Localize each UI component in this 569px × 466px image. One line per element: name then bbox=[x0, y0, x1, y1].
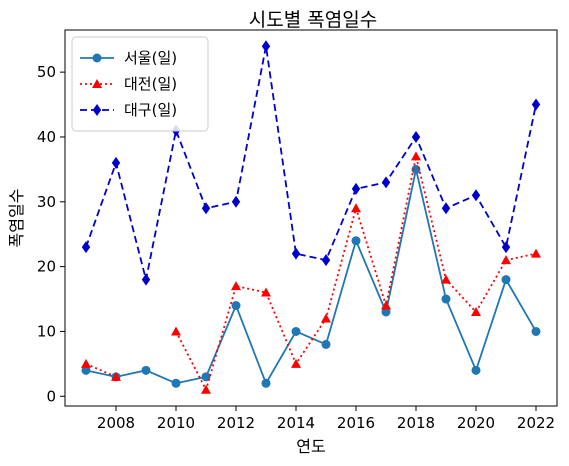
data-point bbox=[291, 247, 301, 260]
series-line bbox=[85, 46, 537, 280]
x-tick-label: 2014 bbox=[277, 414, 315, 432]
data-point bbox=[381, 300, 391, 310]
data-point bbox=[321, 254, 331, 267]
x-axis-label: 연도 bbox=[296, 437, 325, 456]
data-point bbox=[381, 307, 391, 317]
y-axis: 0 10 20 30 40 50 bbox=[37, 63, 65, 405]
legend-marker bbox=[92, 53, 102, 63]
y-tick-label: 20 bbox=[37, 258, 56, 276]
x-tick-label: 2022 bbox=[517, 414, 555, 432]
data-point bbox=[81, 365, 91, 375]
data-point bbox=[231, 195, 241, 208]
series-1 bbox=[81, 164, 541, 388]
y-tick-label: 0 bbox=[46, 387, 56, 405]
data-point bbox=[441, 294, 451, 304]
data-point bbox=[501, 275, 511, 285]
legend-label: 서울(일) bbox=[124, 49, 177, 67]
y-tick-label: 40 bbox=[37, 128, 56, 146]
legend-item: 대구(일) bbox=[80, 101, 177, 119]
y-tick-label: 10 bbox=[37, 322, 56, 340]
data-point bbox=[291, 358, 301, 368]
legend-marker bbox=[92, 79, 102, 88]
data-point bbox=[81, 241, 91, 254]
data-point bbox=[441, 202, 451, 215]
data-point bbox=[531, 98, 541, 111]
data-point bbox=[411, 151, 421, 161]
data-point bbox=[141, 365, 151, 375]
data-point bbox=[351, 236, 361, 246]
legend-box bbox=[71, 36, 209, 132]
y-tick-label: 30 bbox=[37, 193, 56, 211]
series-line bbox=[85, 363, 117, 378]
data-point bbox=[411, 130, 421, 143]
data-point bbox=[81, 358, 91, 368]
legend-item: 대전(일) bbox=[80, 75, 177, 93]
series-line bbox=[85, 169, 537, 386]
x-tick-label: 2008 bbox=[97, 414, 135, 432]
data-point bbox=[351, 203, 361, 213]
data-point bbox=[141, 273, 151, 286]
data-point bbox=[231, 301, 241, 311]
x-axis: 2008 2010 2012 2014 2016 2018 2020 2022 bbox=[97, 406, 555, 432]
data-point bbox=[201, 384, 211, 394]
data-point bbox=[351, 182, 361, 195]
series-2 bbox=[81, 151, 541, 394]
data-point bbox=[321, 313, 331, 323]
data-point bbox=[261, 40, 271, 53]
data-point bbox=[531, 248, 541, 258]
x-tick-label: 2020 bbox=[457, 414, 495, 432]
series-3 bbox=[81, 40, 541, 286]
y-tick-label: 50 bbox=[37, 63, 56, 81]
legend-marker bbox=[92, 104, 102, 116]
data-point bbox=[501, 255, 511, 265]
data-point bbox=[111, 371, 121, 381]
legend-item: 서울(일) bbox=[80, 49, 177, 67]
data-point bbox=[111, 156, 121, 169]
data-point bbox=[441, 274, 451, 284]
data-point bbox=[321, 339, 331, 349]
data-point bbox=[261, 378, 271, 388]
x-tick-label: 2018 bbox=[397, 414, 435, 432]
legend-label: 대구(일) bbox=[124, 101, 177, 119]
data-point bbox=[171, 378, 181, 388]
data-point bbox=[231, 281, 241, 291]
data-point bbox=[201, 202, 211, 215]
y-axis-label: 폭염일수 bbox=[7, 189, 26, 248]
data-point bbox=[261, 287, 271, 297]
data-point bbox=[381, 176, 391, 189]
chart-title: 시도별 폭염일수 bbox=[249, 9, 377, 31]
x-tick-label: 2016 bbox=[337, 414, 375, 432]
legend: 서울(일) 대전(일) 대구(일) bbox=[71, 36, 209, 132]
data-point bbox=[531, 326, 541, 336]
data-point bbox=[471, 189, 481, 202]
data-point bbox=[291, 326, 301, 336]
x-tick-label: 2010 bbox=[157, 414, 195, 432]
data-point bbox=[171, 326, 181, 336]
series-layer bbox=[81, 40, 541, 394]
data-point bbox=[501, 241, 511, 254]
legend-label: 대전(일) bbox=[124, 75, 177, 93]
data-point bbox=[471, 307, 481, 316]
x-tick-label: 2012 bbox=[217, 414, 255, 432]
data-point bbox=[471, 365, 481, 375]
